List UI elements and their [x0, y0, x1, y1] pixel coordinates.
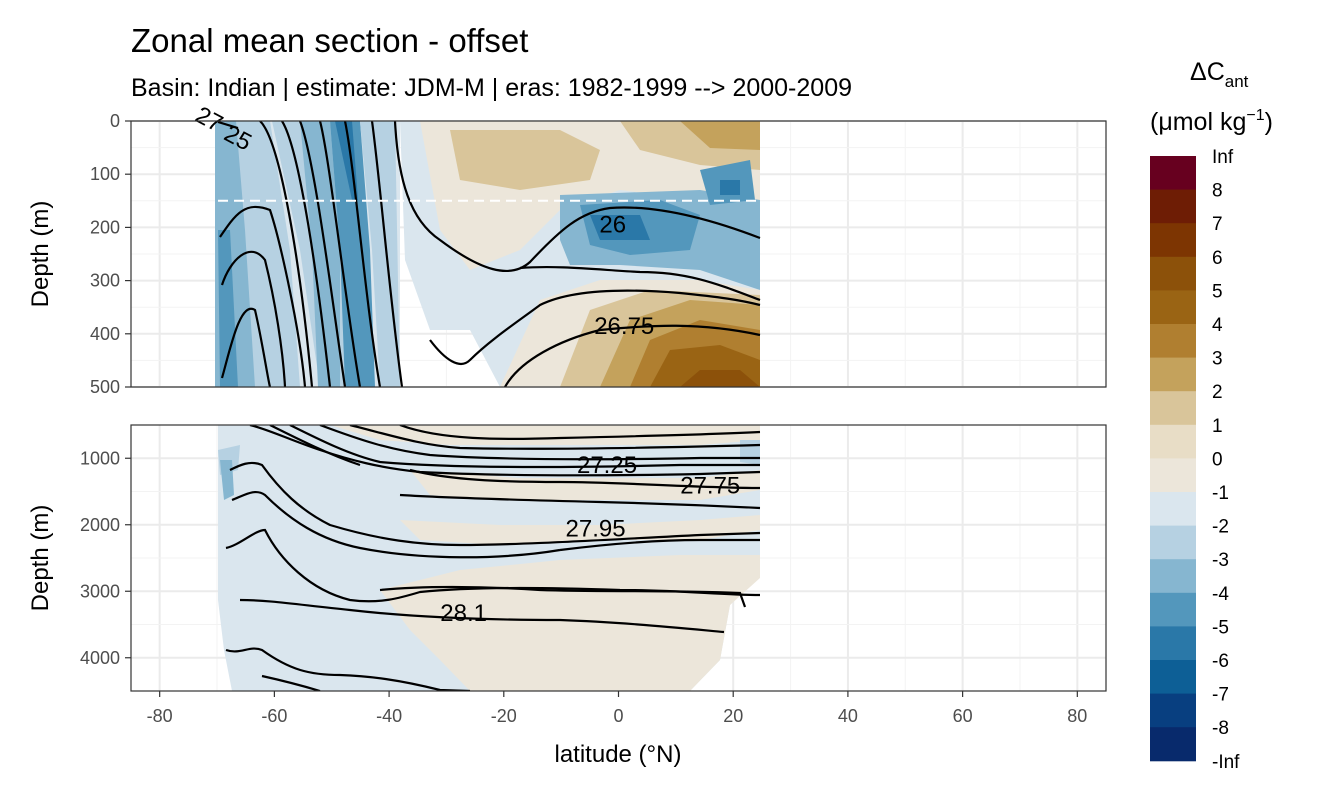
- lower-contour-labels: 27.25 27.75 27.95 28.1: [440, 452, 740, 627]
- chart-title: Zonal mean section - offset: [131, 22, 529, 59]
- x-tick-label: 60: [953, 706, 973, 726]
- legend-label: 3: [1212, 349, 1223, 370]
- legend-label: -8: [1212, 718, 1229, 739]
- y-tick-label: 400: [90, 324, 120, 344]
- contour-label: 26.75: [594, 313, 654, 340]
- legend-title: ΔCant: [1190, 58, 1249, 91]
- legend-label: 4: [1212, 315, 1223, 336]
- contour-label: 27.95: [566, 516, 626, 543]
- legend-label: -3: [1212, 550, 1229, 571]
- legend-label: -4: [1212, 584, 1229, 605]
- legend-swatch: [1150, 223, 1196, 258]
- y-tick-label: 2000: [80, 515, 120, 535]
- legend-swatch: [1150, 559, 1196, 594]
- legend-swatches: [1150, 156, 1196, 762]
- legend-swatch: [1150, 693, 1196, 728]
- legend: ΔCant (μmol kg−1) Inf 8 7 6 5 4 3 2 1 0 -1 -2 -3 -4 -5…: [1150, 58, 1273, 773]
- legend-swatch: [1150, 256, 1196, 291]
- contour-label: 26: [599, 212, 626, 239]
- y-tick-label: 4000: [80, 648, 120, 668]
- lower-y-axis-label: Depth (m): [27, 505, 54, 612]
- legend-unit: (μmol kg−1): [1150, 107, 1273, 136]
- contour-label: 28.1: [440, 600, 487, 627]
- upper-panel-border: [130, 120, 1107, 388]
- legend-label: -1: [1212, 483, 1229, 504]
- legend-label: 1: [1212, 416, 1223, 437]
- x-tick-label: 0: [613, 706, 623, 726]
- legend-label: 6: [1212, 248, 1223, 269]
- legend-swatch: [1150, 391, 1196, 426]
- y-tick-label: 300: [90, 271, 120, 291]
- legend-label: 2: [1212, 382, 1223, 403]
- upper-y-axis: 0 100 200 300 400 500: [90, 111, 131, 397]
- legend-label: 7: [1212, 214, 1223, 235]
- x-tick-label: -20: [491, 706, 517, 726]
- x-tick-label: 40: [838, 706, 858, 726]
- legend-swatch: [1150, 525, 1196, 560]
- legend-label: -5: [1212, 617, 1229, 638]
- lower-panel-contours: [225, 425, 761, 691]
- upper-y-axis-label: Depth (m): [27, 201, 54, 308]
- lower-y-axis: 1000 2000 3000 4000: [80, 448, 131, 668]
- legend-swatch: [1150, 290, 1196, 325]
- x-axis: -80 -60 -40 -20 0 20 40 60 80: [147, 691, 1087, 726]
- legend-label: -6: [1212, 651, 1229, 672]
- contour-label: 27.25: [577, 452, 637, 479]
- legend-label: Inf: [1212, 147, 1234, 168]
- legend-swatch: [1150, 626, 1196, 661]
- x-axis-label: latitude (°N): [555, 741, 682, 768]
- y-tick-label: 1000: [80, 448, 120, 468]
- legend-label: -7: [1212, 685, 1229, 706]
- legend-swatch: [1150, 660, 1196, 695]
- x-tick-label: 20: [723, 706, 743, 726]
- legend-label: 8: [1212, 181, 1223, 202]
- legend-label: 0: [1212, 449, 1223, 470]
- y-tick-label: 200: [90, 217, 120, 237]
- legend-swatch: [1150, 156, 1196, 191]
- legend-label: 5: [1212, 281, 1223, 302]
- x-tick-label: 80: [1067, 706, 1087, 726]
- legend-swatch: [1150, 324, 1196, 359]
- x-tick-label: -60: [261, 706, 287, 726]
- legend-swatch: [1150, 458, 1196, 493]
- legend-swatch: [1150, 592, 1196, 627]
- x-tick-label: -80: [147, 706, 173, 726]
- upper-panel-contours: [217, 121, 761, 387]
- legend-label: -2: [1212, 517, 1229, 538]
- y-tick-label: 100: [90, 164, 120, 184]
- x-tick-label: -40: [376, 706, 402, 726]
- legend-swatch: [1150, 424, 1196, 459]
- chart-subtitle: Basin: Indian | estimate: JDM-M | eras: …: [131, 74, 852, 102]
- legend-swatch: [1150, 189, 1196, 224]
- y-tick-label: 500: [90, 377, 120, 397]
- legend-labels: Inf 8 7 6 5 4 3 2 1 0 -1 -2 -3 -4 -5 -6 -7 -8 -Inf: [1212, 147, 1240, 773]
- y-tick-label: 3000: [80, 581, 120, 601]
- upper-panel-fill: [215, 121, 760, 387]
- y-tick-label: 0: [110, 111, 120, 131]
- legend-label: -Inf: [1212, 752, 1240, 773]
- legend-swatch: [1150, 727, 1196, 762]
- contour-label: 27.75: [680, 472, 740, 499]
- legend-swatch: [1150, 357, 1196, 392]
- legend-swatch: [1150, 492, 1196, 527]
